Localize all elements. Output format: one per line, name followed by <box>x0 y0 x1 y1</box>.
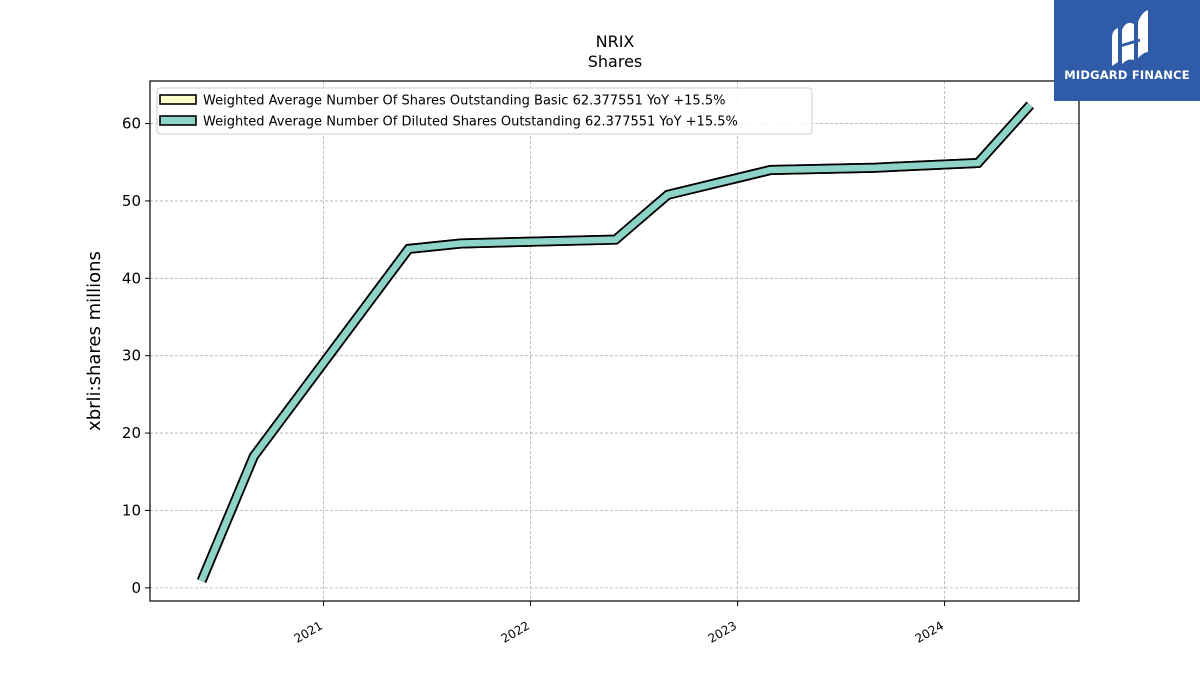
grid <box>150 81 1079 601</box>
legend-box <box>156 87 813 135</box>
y-tick-label: 50 <box>122 192 141 210</box>
legend-label: Weighted Average Number Of Shares Outsta… <box>203 94 725 109</box>
brand-logo: MIDGARD FINANCE <box>1054 0 1200 101</box>
legend-swatch <box>159 115 197 126</box>
x-tick-label: 2021 <box>292 618 325 645</box>
legend-label: Weighted Average Number Of Diluted Share… <box>203 115 738 130</box>
series-layer <box>196 101 1034 583</box>
y-tick-label: 10 <box>122 501 141 519</box>
y-tick-label: 30 <box>122 347 141 365</box>
y-tick-label: 60 <box>122 115 141 133</box>
ticks: 0 10 20 30 40 50 60 2021 2022 2023 2024 <box>122 115 946 646</box>
chart-title: NRIX <box>596 32 635 51</box>
y-axis-label: xbrli:shares millions <box>84 251 105 431</box>
brand-name: MIDGARD FINANCE <box>1064 68 1190 82</box>
series-2-line <box>198 102 1033 583</box>
plot-frame <box>149 80 1080 602</box>
x-tick-label: 2024 <box>913 618 946 645</box>
y-tick-label: 40 <box>122 269 141 287</box>
x-tick-label: 2023 <box>706 618 739 645</box>
legend: Weighted Average Number Of Shares Outsta… <box>156 87 813 135</box>
legend-swatch <box>159 94 197 105</box>
series-1-line <box>198 102 1033 583</box>
y-tick-label: 0 <box>131 579 141 597</box>
brand-mark-icon <box>1112 10 1148 66</box>
series-1-outline <box>196 101 1034 583</box>
y-tick-label: 20 <box>122 424 141 442</box>
x-tick-label: 2022 <box>499 618 532 645</box>
series-2-outline <box>196 101 1034 583</box>
chart-subtitle: Shares <box>588 52 643 71</box>
